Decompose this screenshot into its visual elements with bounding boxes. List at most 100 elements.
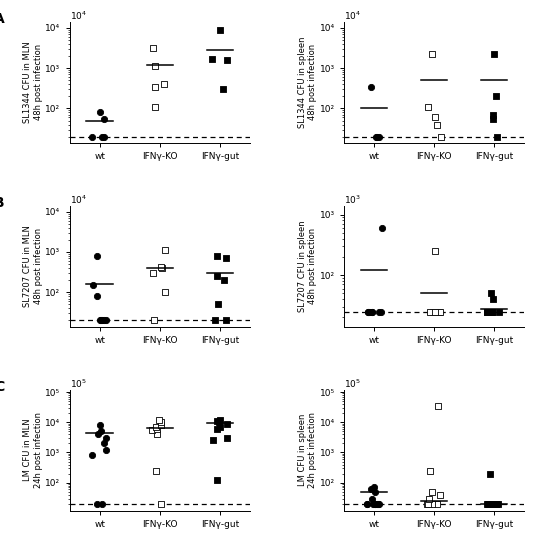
Point — [97, 132, 106, 141]
Point — [483, 307, 492, 316]
Point — [152, 430, 161, 439]
Point — [151, 82, 159, 91]
Y-axis label: LM CFU in MLN
24h post infection: LM CFU in MLN 24h post infection — [23, 412, 43, 488]
Point — [152, 466, 160, 475]
Point — [220, 276, 228, 284]
Point — [371, 500, 379, 508]
Point — [437, 132, 445, 141]
Text: $10^4$: $10^4$ — [344, 9, 361, 22]
Point — [216, 423, 224, 432]
Point — [432, 500, 441, 508]
Point — [160, 288, 169, 296]
Point — [148, 425, 157, 434]
Point — [149, 316, 158, 325]
Point — [216, 25, 224, 34]
Point — [215, 418, 223, 427]
Point — [374, 307, 383, 316]
Point — [213, 417, 221, 425]
Point — [374, 132, 383, 141]
Point — [370, 483, 378, 492]
Point — [155, 416, 164, 424]
Point — [89, 281, 97, 290]
Point — [494, 500, 502, 508]
Point — [431, 247, 440, 255]
Point — [364, 307, 373, 316]
Point — [92, 251, 101, 260]
Point — [429, 307, 438, 316]
Point — [101, 434, 110, 442]
Point — [99, 115, 108, 124]
Point — [159, 80, 168, 88]
Point — [488, 307, 496, 316]
Point — [223, 419, 232, 428]
Point — [424, 500, 432, 508]
Point — [212, 272, 221, 281]
Point — [485, 500, 494, 508]
Point — [156, 421, 165, 429]
Point — [377, 223, 386, 232]
Point — [371, 500, 379, 508]
Point — [151, 103, 160, 111]
Point — [483, 500, 492, 508]
Point — [213, 251, 221, 260]
Point — [93, 500, 102, 508]
Point — [490, 500, 498, 508]
Point — [368, 307, 377, 316]
Point — [423, 500, 431, 508]
Text: $10^5$: $10^5$ — [70, 377, 87, 390]
Point — [219, 85, 227, 94]
Point — [435, 307, 444, 316]
Point — [366, 485, 375, 494]
Text: $10^3$: $10^3$ — [344, 193, 361, 206]
Point — [436, 490, 445, 499]
Y-axis label: SL7207 CFU in MLN
48h post infection: SL7207 CFU in MLN 48h post infection — [23, 225, 43, 307]
Point — [148, 268, 157, 277]
Point — [97, 427, 105, 436]
Point — [487, 289, 495, 298]
Point — [491, 500, 499, 508]
Point — [223, 55, 231, 64]
Point — [98, 316, 106, 325]
Point — [100, 439, 108, 448]
Point — [209, 436, 217, 445]
Point — [364, 307, 373, 316]
Y-axis label: SL1344 CFU in spleen
48h post infection: SL1344 CFU in spleen 48h post infection — [297, 37, 317, 128]
Point — [101, 446, 110, 455]
Point — [430, 307, 439, 316]
Point — [216, 416, 225, 424]
Point — [424, 500, 433, 508]
Point — [93, 292, 101, 301]
Point — [223, 434, 232, 442]
Point — [425, 466, 434, 475]
Point — [492, 92, 500, 100]
Point — [212, 476, 221, 485]
Y-axis label: SL1344 CFU in MLN
48h post infection: SL1344 CFU in MLN 48h post infection — [23, 42, 43, 124]
Point — [149, 43, 158, 52]
Point — [100, 316, 109, 325]
Point — [431, 113, 439, 122]
Point — [157, 500, 166, 508]
Point — [493, 132, 501, 141]
Point — [427, 488, 436, 496]
Point — [96, 421, 104, 429]
Y-axis label: LM CFU in spleen
24h post infection: LM CFU in spleen 24h post infection — [297, 412, 317, 488]
Point — [434, 401, 442, 410]
Point — [487, 307, 496, 316]
Point — [94, 430, 103, 439]
Point — [373, 132, 381, 141]
Point — [221, 316, 230, 325]
Point — [369, 500, 378, 508]
Point — [374, 500, 383, 508]
Point — [151, 423, 160, 432]
Point — [88, 132, 96, 141]
Point — [371, 488, 379, 496]
Point — [431, 307, 440, 316]
Point — [96, 316, 104, 325]
Point — [483, 307, 491, 316]
Point — [486, 469, 494, 478]
Point — [208, 54, 217, 63]
Point — [489, 295, 498, 304]
Point — [427, 500, 436, 508]
Point — [484, 500, 493, 508]
Point — [483, 307, 491, 316]
